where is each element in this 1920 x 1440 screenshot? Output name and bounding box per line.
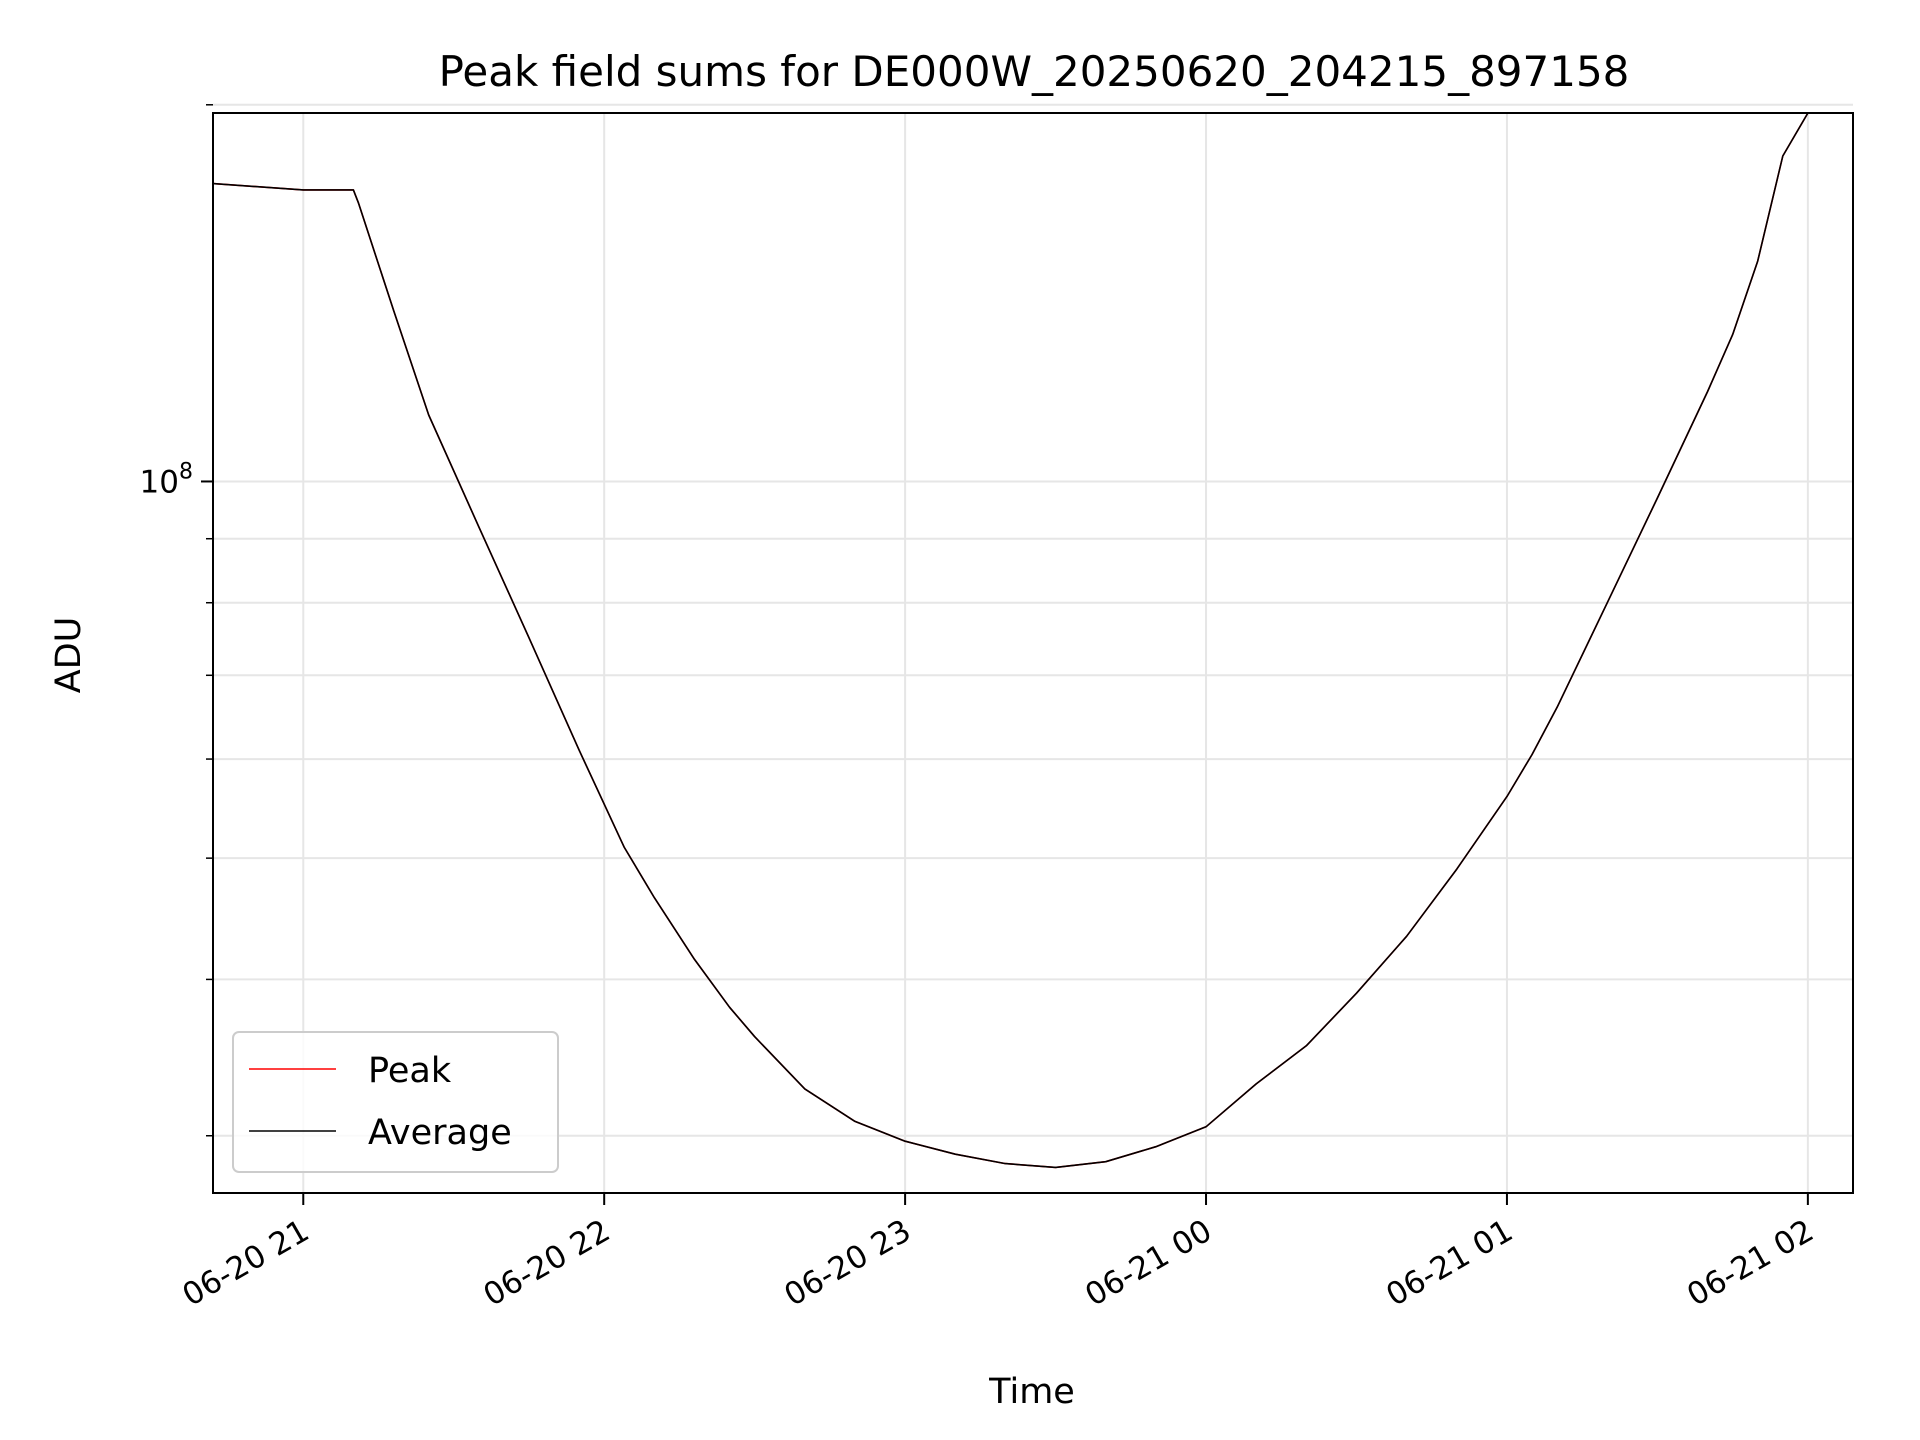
legend: Peak Average xyxy=(232,1031,559,1173)
y-axis: 108 xyxy=(140,104,213,1137)
y-tick-label-exponent: 8 xyxy=(179,459,193,484)
grid xyxy=(213,103,1853,1193)
y-axis-label: ADU xyxy=(49,617,89,694)
series-layer xyxy=(213,113,1853,1169)
plot-frame xyxy=(212,112,1854,1194)
y-tick-label-base: 10 xyxy=(140,464,179,500)
x-axis-label: Time xyxy=(988,1372,1075,1412)
legend-label-average: Average xyxy=(368,1113,512,1153)
chart-title: Peak field sums for DE000W_20250620_2042… xyxy=(439,47,1630,96)
legend-label-peak: Peak xyxy=(368,1051,452,1091)
legend-box xyxy=(232,1031,559,1173)
y-tick-label: 108 xyxy=(140,459,193,500)
series-line-average xyxy=(213,113,1853,1169)
